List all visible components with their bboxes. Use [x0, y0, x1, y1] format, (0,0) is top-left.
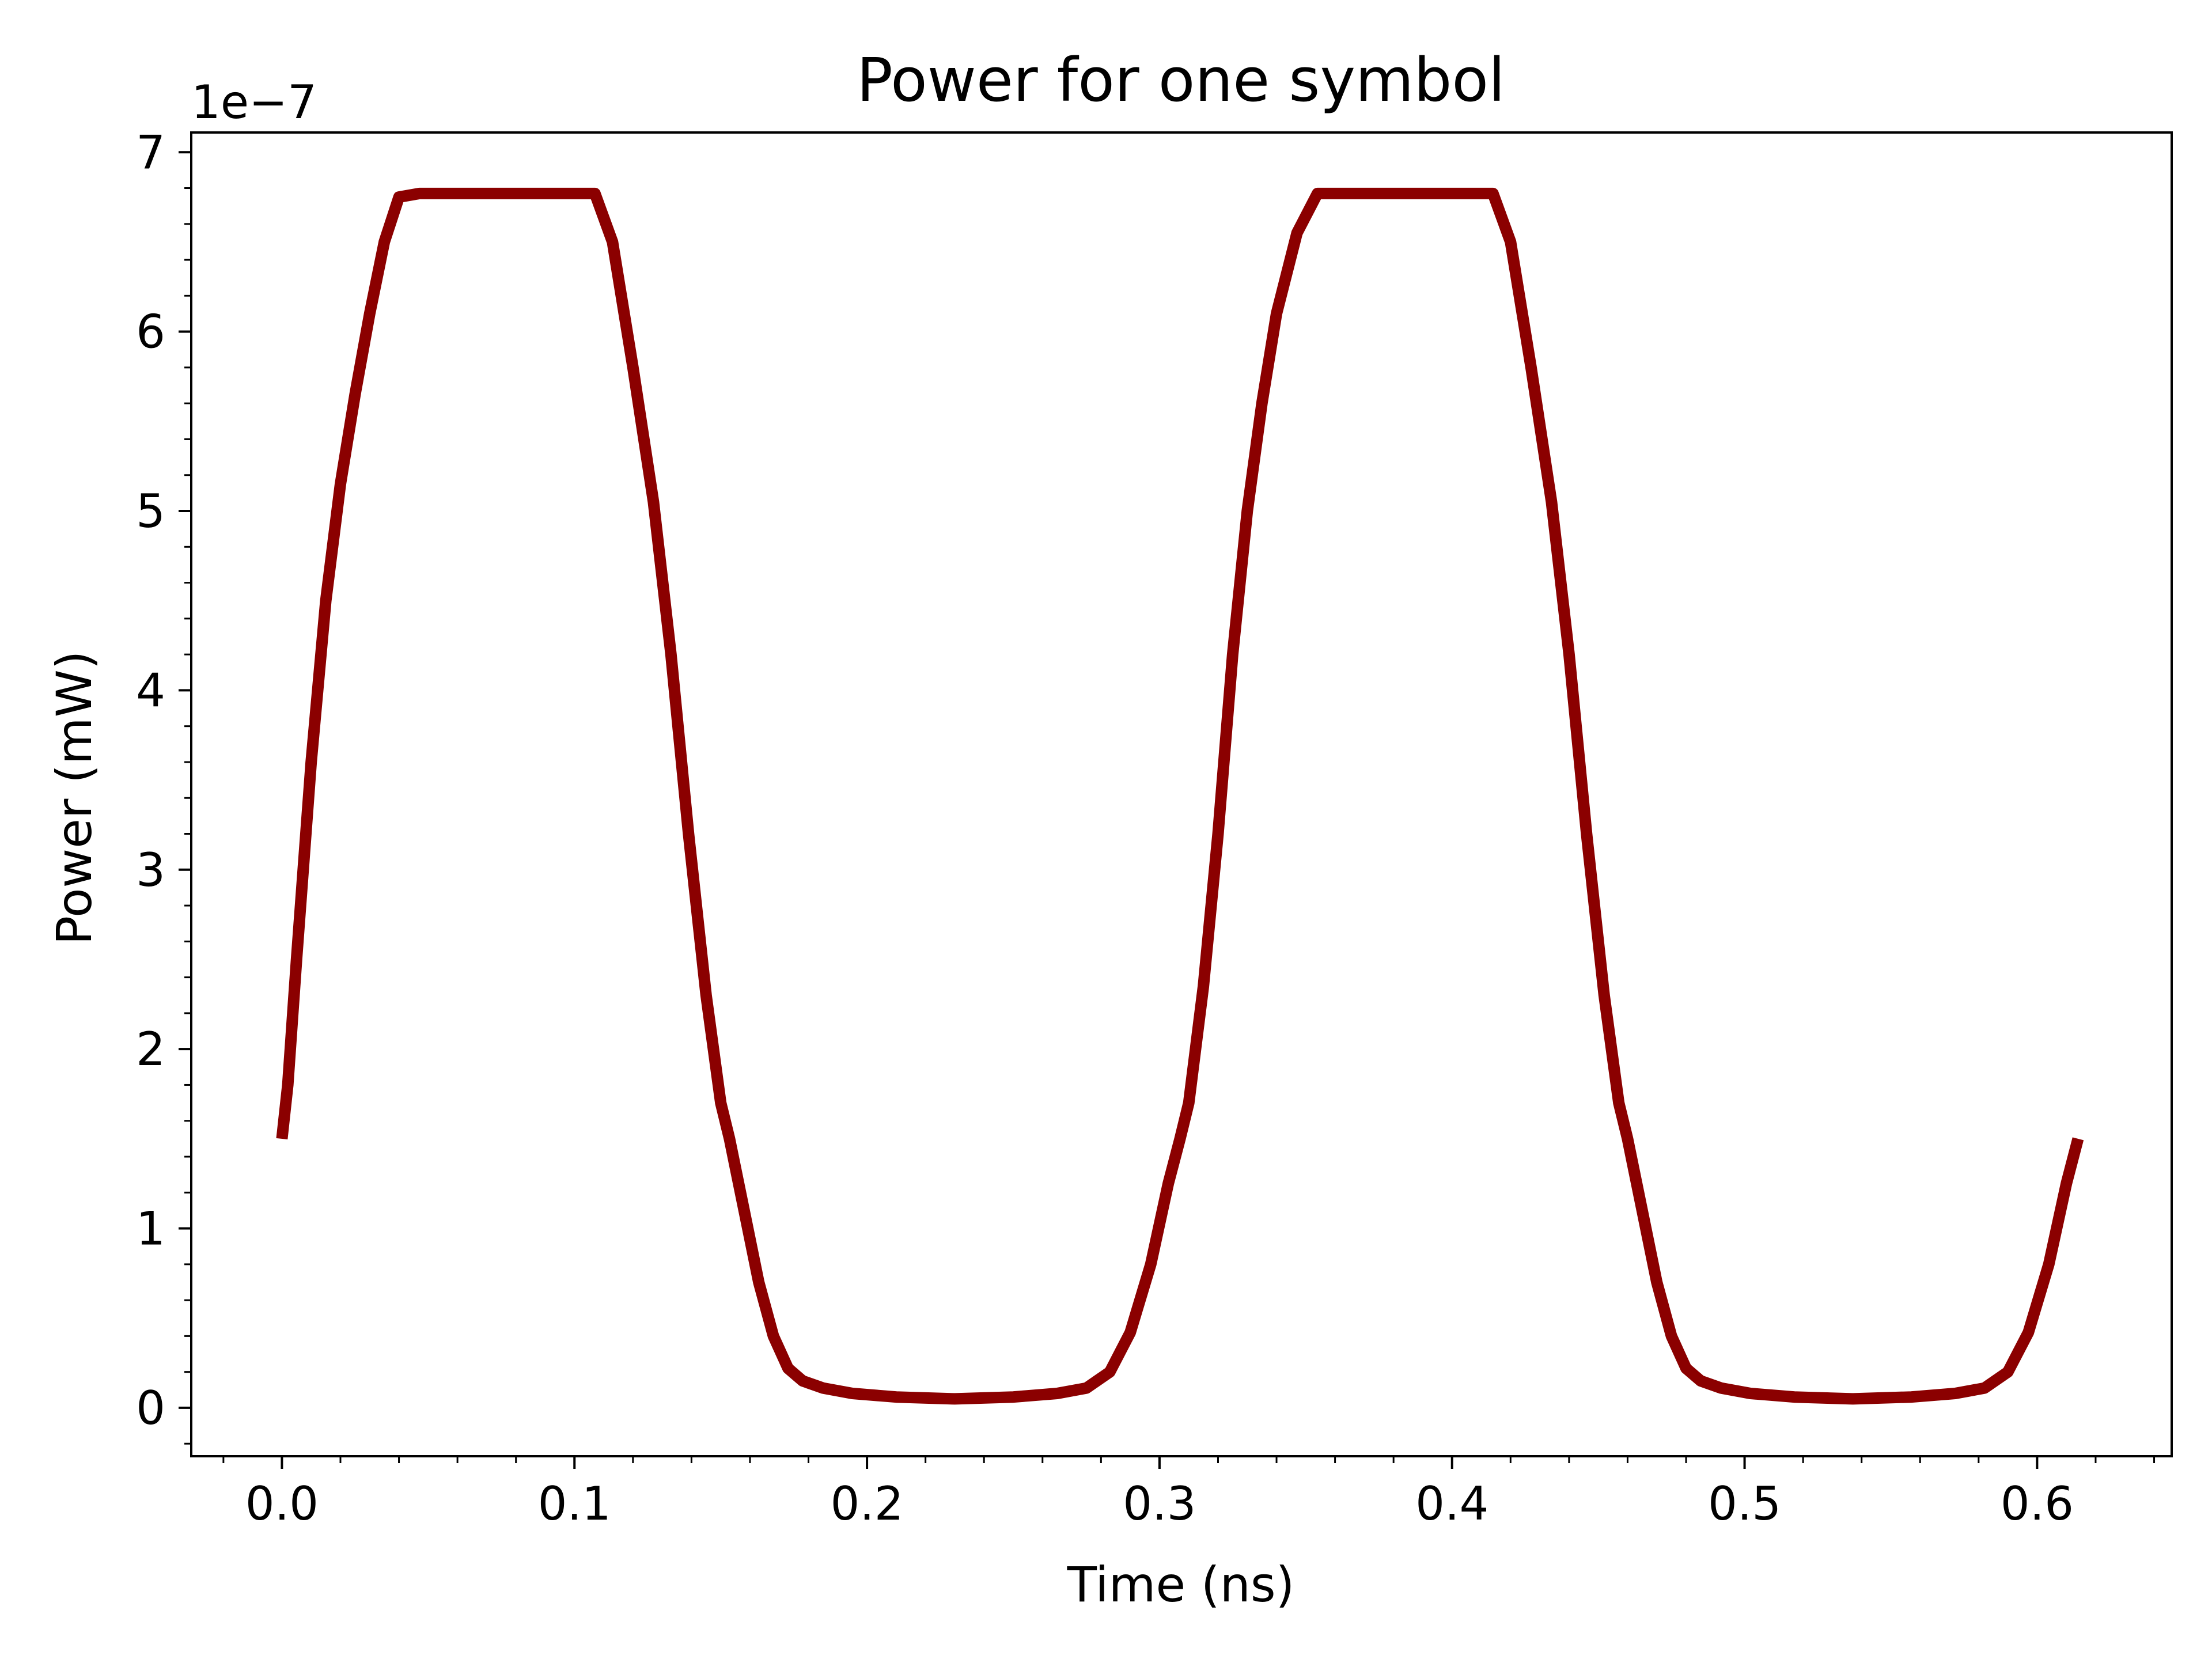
x-tick-label: 0.0 [245, 1477, 319, 1531]
y-offset-label: 1e−7 [191, 75, 317, 129]
series-line-0 [276, 187, 2084, 1405]
chart-title: Power for one symbol [857, 45, 1505, 115]
y-tick-label: 0 [136, 1381, 165, 1435]
x-tick-label: 0.1 [538, 1477, 611, 1531]
axes: 0.0 0.1 0.2 0.3 0.4 0.5 0.6 0 1 2 3 4 5 6 7 [136, 126, 2173, 1531]
plot-area [276, 187, 2084, 1405]
y-axis-label: Power (mW) [46, 650, 103, 945]
x-axis-label: Time (ns) [1067, 1556, 1295, 1613]
y-tick-label: 1 [136, 1202, 165, 1256]
y-tick-label: 5 [136, 484, 165, 538]
x-tick-label: 0.6 [2001, 1477, 2074, 1531]
y-tick-label: 6 [136, 305, 165, 359]
axes-frame [190, 131, 2173, 1457]
x-tick-label: 0.2 [830, 1477, 903, 1531]
y-tick-label: 2 [136, 1022, 165, 1076]
x-tick-label: 0.5 [1708, 1477, 1781, 1531]
x-tick-label: 0.3 [1123, 1477, 1196, 1531]
y-tick-label: 4 [136, 664, 165, 717]
x-tick-label: 0.4 [1415, 1477, 1488, 1531]
y-tick-label: 3 [136, 843, 165, 897]
y-tick-label: 7 [136, 126, 165, 179]
